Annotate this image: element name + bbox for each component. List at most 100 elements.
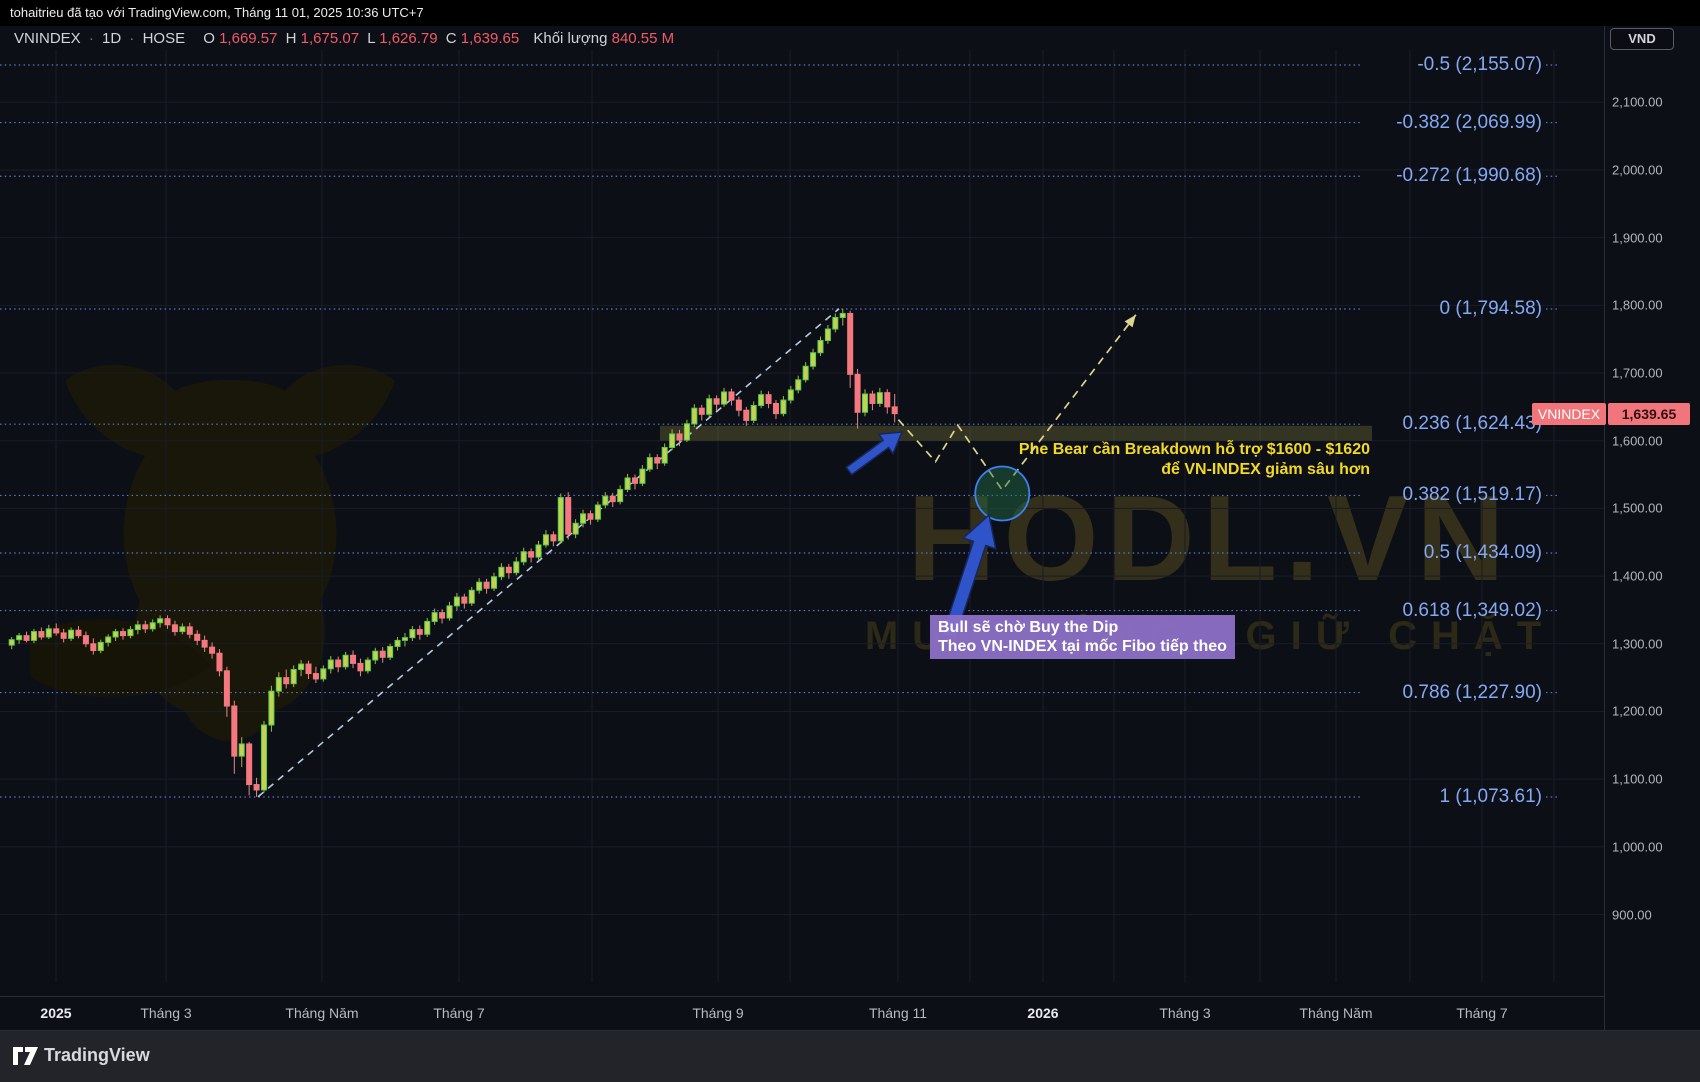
candle[interactable] (557, 497, 564, 542)
uptrend-dashed-line[interactable] (257, 308, 840, 798)
candle[interactable] (862, 393, 869, 413)
candle[interactable] (891, 406, 898, 415)
candle[interactable] (335, 659, 342, 668)
candle[interactable] (90, 643, 97, 652)
candle[interactable] (824, 328, 831, 342)
candle[interactable] (572, 522, 579, 535)
candle[interactable] (624, 477, 631, 490)
candle[interactable] (691, 407, 698, 425)
candle[interactable] (884, 392, 891, 408)
candle[interactable] (802, 365, 809, 381)
candle[interactable] (424, 620, 431, 635)
candle[interactable] (639, 468, 646, 484)
candle[interactable] (505, 566, 512, 574)
symbol-header[interactable]: VNINDEX · 1D · HOSE O 1,669.57 H 1,675.0… (14, 30, 678, 50)
candle[interactable] (238, 743, 245, 757)
candle[interactable] (765, 394, 772, 404)
candle[interactable] (876, 392, 883, 404)
candle[interactable] (8, 639, 15, 646)
candle[interactable] (112, 631, 119, 638)
candle[interactable] (565, 497, 572, 535)
interval[interactable]: 1D (102, 30, 122, 47)
candle[interactable] (305, 663, 312, 675)
candle[interactable] (520, 551, 527, 563)
candle[interactable] (253, 784, 260, 791)
candle[interactable] (127, 629, 134, 637)
candle[interactable] (669, 433, 676, 448)
fibo-target-circle[interactable] (974, 465, 1031, 522)
candle[interactable] (290, 668, 297, 685)
candle[interactable] (82, 635, 89, 645)
candle[interactable] (706, 398, 713, 415)
candle[interactable] (602, 495, 609, 506)
candle[interactable] (231, 705, 238, 757)
candle[interactable] (743, 409, 750, 421)
candle[interactable] (283, 677, 290, 685)
candle[interactable] (179, 626, 186, 633)
candle[interactable] (431, 612, 438, 622)
candle[interactable] (713, 398, 720, 405)
candle[interactable] (372, 650, 379, 661)
candle[interactable] (327, 659, 334, 670)
candle[interactable] (186, 626, 193, 635)
candle[interactable] (594, 504, 601, 520)
candle[interactable] (854, 373, 861, 413)
candle[interactable] (201, 639, 208, 648)
candle[interactable] (683, 423, 690, 441)
candle[interactable] (780, 399, 787, 415)
candle[interactable] (38, 631, 45, 638)
candle[interactable] (30, 631, 37, 641)
candle[interactable] (364, 659, 371, 672)
tradingview-logo-icon[interactable] (12, 1044, 40, 1068)
candle[interactable] (216, 652, 223, 672)
candle[interactable] (528, 551, 535, 558)
candle[interactable] (171, 624, 178, 633)
candle[interactable] (68, 629, 75, 639)
candle[interactable] (631, 477, 638, 484)
candle[interactable] (735, 399, 742, 411)
chart-canvas[interactable] (0, 26, 1700, 1030)
blue-direction-arrow[interactable] (845, 431, 904, 476)
candle[interactable] (758, 394, 765, 407)
candle[interactable] (498, 566, 505, 578)
candle[interactable] (617, 488, 624, 503)
candle[interactable] (246, 743, 253, 786)
candle[interactable] (268, 690, 275, 726)
candle[interactable] (105, 636, 112, 643)
candle[interactable] (772, 402, 779, 415)
candle[interactable] (847, 312, 854, 375)
candle[interactable] (491, 576, 498, 589)
candle[interactable] (535, 544, 542, 558)
candle[interactable] (787, 389, 794, 401)
candle[interactable] (23, 635, 30, 641)
candle[interactable] (142, 624, 149, 630)
candle[interactable] (298, 663, 305, 670)
candle[interactable] (120, 631, 127, 637)
candle[interactable] (654, 457, 661, 464)
candle[interactable] (750, 405, 757, 421)
candle[interactable] (16, 635, 23, 641)
candle[interactable] (869, 393, 876, 404)
candle[interactable] (476, 581, 483, 591)
tradingview-brand-link[interactable]: TradingView (44, 1045, 150, 1065)
candle[interactable] (387, 645, 394, 658)
time-axis[interactable]: 2025 Tháng 3 Tháng Năm Tháng 7 Tháng 9 Tháng … (0, 996, 1604, 1031)
candle[interactable] (646, 457, 653, 470)
candle[interactable] (439, 612, 446, 619)
candle[interactable] (580, 513, 587, 524)
candle[interactable] (721, 391, 728, 405)
symbol-name[interactable]: VNINDEX (14, 30, 81, 47)
candle[interactable] (350, 654, 357, 664)
candle[interactable] (839, 312, 846, 319)
candle[interactable] (468, 589, 475, 604)
candle[interactable] (60, 632, 67, 639)
candle[interactable] (164, 618, 171, 626)
chart-area[interactable]: HODL.VN MUA ĐÚNG. GIỮ CHẶT VNINDEX · 1D … (0, 26, 1700, 1030)
candle[interactable] (461, 596, 468, 604)
candle[interactable] (320, 668, 327, 680)
candle[interactable] (810, 352, 817, 367)
candle[interactable] (832, 317, 839, 330)
candle[interactable] (45, 628, 52, 638)
candle[interactable] (513, 561, 520, 574)
candle[interactable] (416, 629, 423, 635)
